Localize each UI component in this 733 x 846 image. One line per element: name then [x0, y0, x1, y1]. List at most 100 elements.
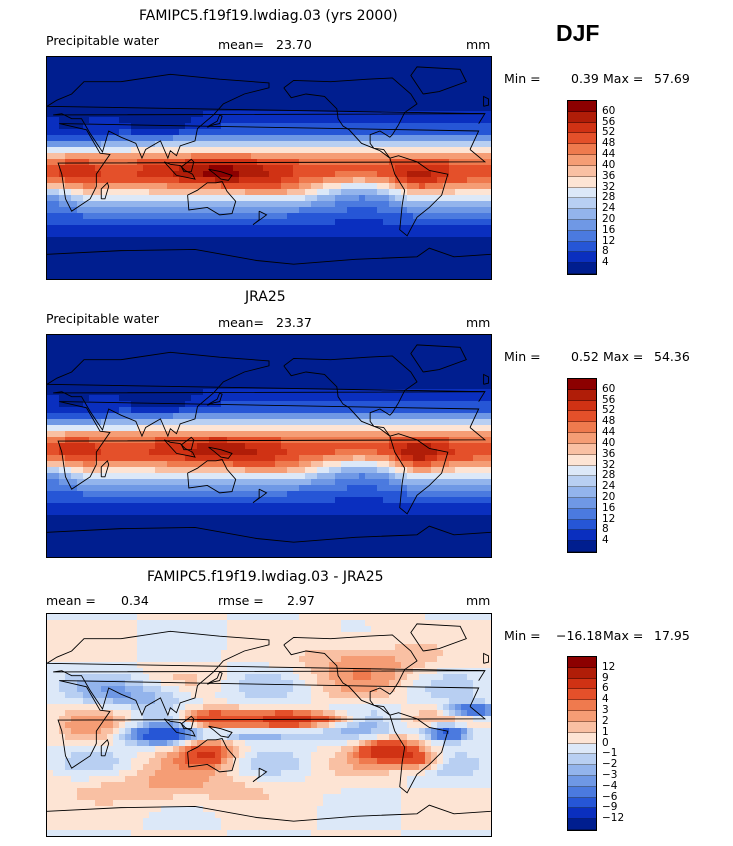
map-cell — [347, 183, 354, 190]
map-cell — [65, 389, 72, 396]
map-cell — [395, 359, 402, 366]
map-cell — [149, 129, 156, 136]
map-cell — [173, 243, 180, 250]
map-cell — [227, 261, 234, 268]
map-cell — [215, 497, 222, 504]
map-cell — [269, 81, 276, 88]
map-cell — [149, 177, 156, 184]
map-cell — [155, 207, 162, 214]
map-cell — [359, 105, 366, 112]
map-cell — [245, 467, 252, 474]
map-cell — [95, 491, 102, 498]
map-cell — [47, 243, 54, 250]
map-cell — [179, 123, 186, 130]
map-cell — [443, 467, 450, 474]
map-cell — [425, 449, 432, 456]
map-cell — [233, 353, 240, 360]
map-cell — [281, 425, 288, 432]
map-cell — [383, 81, 390, 88]
map-cell — [191, 129, 198, 136]
map-cell — [263, 129, 270, 136]
map-cell — [431, 213, 438, 220]
map-cell — [257, 213, 264, 220]
map-cell — [161, 201, 168, 208]
map-cell — [233, 359, 240, 366]
map-cell — [305, 201, 312, 208]
colorbar-tick-label: 48 — [602, 137, 616, 150]
map-cell — [251, 117, 258, 124]
map-cell — [335, 419, 342, 426]
map-cell — [197, 213, 204, 220]
map-cell — [269, 461, 276, 468]
map-cell — [77, 383, 84, 390]
map-cell — [185, 467, 192, 474]
map-cell — [59, 509, 66, 516]
map-cell — [113, 189, 120, 196]
map-cell — [89, 467, 96, 474]
map-cell — [449, 347, 456, 354]
map-cell — [233, 401, 240, 408]
coastline — [283, 77, 418, 159]
map-cell — [89, 419, 96, 426]
map-cell — [161, 419, 168, 426]
map-cell — [287, 347, 294, 354]
map-cell — [65, 177, 72, 184]
map-cell — [167, 377, 174, 384]
map-cell — [401, 341, 408, 348]
map-cell — [215, 419, 222, 426]
map-cell — [401, 413, 408, 420]
map-cell — [461, 165, 468, 172]
map-cell — [485, 249, 491, 256]
map-cell — [395, 129, 402, 136]
map-cell — [245, 261, 252, 268]
map-cell — [239, 189, 246, 196]
map-cell — [287, 213, 294, 220]
map-cell — [251, 225, 258, 232]
map-cell — [215, 509, 222, 516]
map-cell — [113, 267, 120, 274]
map-cell — [95, 249, 102, 256]
map-cell — [125, 473, 132, 480]
map-cell — [401, 449, 408, 456]
map-cell — [59, 419, 66, 426]
map-cell — [317, 165, 324, 172]
map-cell — [389, 207, 396, 214]
map-cell — [335, 273, 342, 279]
map-cell — [269, 243, 276, 250]
map-cell — [383, 467, 390, 474]
map-cell — [47, 141, 54, 148]
map-cell — [185, 407, 192, 414]
map-cell — [431, 267, 438, 274]
map-cell — [473, 201, 480, 208]
map-cell — [479, 243, 486, 250]
map-cell — [317, 335, 324, 342]
map-cell — [179, 359, 186, 366]
map-cell — [251, 377, 258, 384]
map-cell — [185, 165, 192, 172]
map-cell — [407, 249, 414, 256]
map-cell — [485, 455, 491, 462]
map-cell — [203, 383, 210, 390]
map-cell — [107, 213, 114, 220]
map-cell — [149, 231, 156, 238]
map-cell — [329, 467, 336, 474]
map-cell — [137, 273, 144, 279]
map-cell — [389, 99, 396, 106]
map-cell — [311, 213, 318, 220]
map-cell — [467, 395, 474, 402]
map-cell — [425, 267, 432, 274]
map-cell — [227, 473, 234, 480]
map-cell — [377, 231, 384, 238]
map-cell — [479, 81, 486, 88]
map-cell — [311, 497, 318, 504]
map-cell — [413, 485, 420, 492]
map-cell — [71, 419, 78, 426]
map-cell — [371, 467, 378, 474]
map-cell — [425, 249, 432, 256]
map-cell — [209, 231, 216, 238]
map-cell — [203, 213, 210, 220]
map-cell — [77, 153, 84, 160]
map-cell — [275, 503, 282, 510]
map-cell — [125, 135, 132, 142]
map-cell — [251, 267, 258, 274]
